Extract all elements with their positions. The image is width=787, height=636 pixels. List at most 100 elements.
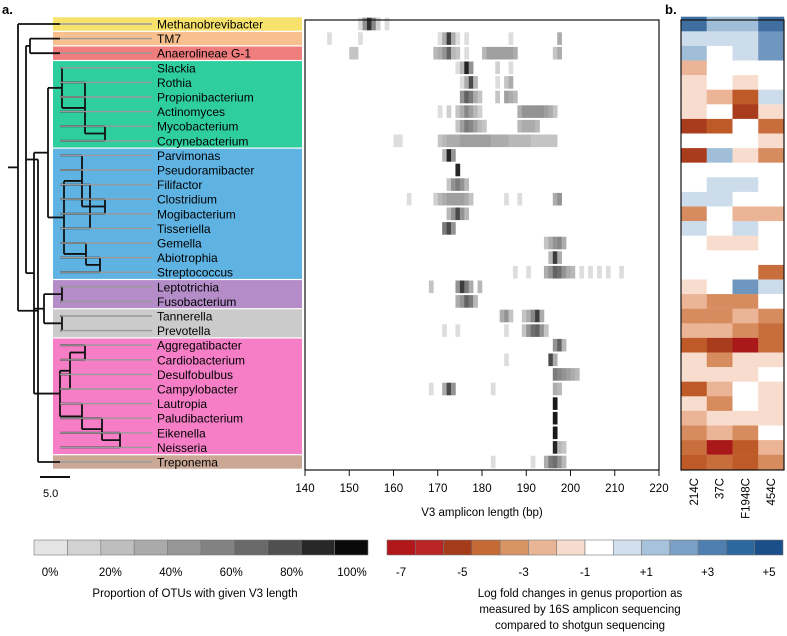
- length-cell: [437, 46, 443, 60]
- length-cell: [464, 90, 470, 104]
- length-cell: [499, 46, 505, 60]
- fold-change-legend-label-line2: measured by 16S amplicon sequencing: [479, 604, 680, 616]
- scale-bar-label: 5.0: [43, 488, 58, 500]
- fold-cell: [681, 454, 707, 470]
- length-cell: [504, 309, 509, 323]
- fold-change-tick-label: -7: [396, 567, 406, 579]
- length-cell: [557, 236, 562, 250]
- length-cell: [561, 236, 567, 250]
- length-cell: [358, 17, 363, 31]
- fold-cell: [732, 31, 759, 47]
- fold-cell: [732, 133, 759, 149]
- length-cell: [455, 295, 461, 308]
- length-cell: [442, 149, 447, 162]
- fold-change-swatch: [471, 539, 501, 556]
- fold-cell: [758, 308, 785, 324]
- fold-cell: [681, 235, 707, 251]
- fold-cell: [758, 264, 785, 280]
- length-cell: [446, 149, 452, 162]
- fold-cell: [758, 206, 785, 222]
- length-cell: [548, 455, 554, 469]
- fold-cell: [706, 89, 733, 105]
- fold-change-legend-label-line3: compared to shotgun sequencing: [495, 620, 665, 632]
- taxon-label: Mycobacterium: [157, 120, 238, 134]
- fold-cell: [706, 148, 733, 163]
- length-cell: [442, 32, 447, 45]
- length-cell: [455, 134, 461, 148]
- fold-cell: [681, 425, 707, 441]
- fold-cell: [681, 264, 707, 280]
- length-cell: [552, 105, 558, 118]
- length-cell: [570, 368, 576, 381]
- taxon-label: Clostridium: [157, 193, 217, 207]
- clade-color-bands: [53, 17, 302, 469]
- fold-cell: [732, 250, 759, 266]
- v3-length-x-axis: 140 150 160 170 180 190 200 210 220: [295, 470, 669, 495]
- length-cell: [455, 119, 461, 133]
- fold-cell: [706, 367, 733, 382]
- panel-label-b: b.: [665, 2, 677, 17]
- length-cell: [459, 280, 465, 294]
- fold-change-swatch: [414, 539, 444, 556]
- fold-cell: [758, 410, 785, 426]
- taxon-label: Slackia: [157, 61, 196, 75]
- length-cell: [530, 324, 536, 337]
- fold-change-tick-label: +5: [762, 567, 775, 579]
- fold-cell: [758, 133, 785, 149]
- length-cell: [468, 105, 474, 118]
- fold-cell: [681, 337, 707, 353]
- fold-cell: [681, 133, 707, 149]
- length-cell: [619, 265, 624, 279]
- length-cell: [455, 280, 461, 294]
- length-cell: [442, 192, 447, 206]
- fold-cell: [758, 148, 785, 163]
- length-cell: [521, 105, 527, 118]
- fold-cell: [758, 250, 785, 266]
- length-cell: [464, 32, 470, 45]
- fold-cell: [732, 45, 759, 61]
- length-cell: [451, 207, 456, 221]
- length-cell: [517, 192, 523, 206]
- x-tick-label: 210: [605, 483, 624, 495]
- fold-cell: [706, 221, 733, 236]
- length-cell: [543, 324, 549, 337]
- x-tick-label: 200: [561, 483, 580, 495]
- fold-cell: [758, 191, 785, 207]
- fold-change-tick-label: +3: [701, 567, 714, 579]
- length-cell: [504, 90, 509, 104]
- fold-cell: [758, 89, 785, 105]
- length-cell: [406, 192, 412, 206]
- length-cell: [490, 134, 496, 148]
- length-cell: [464, 46, 470, 60]
- fold-cell: [732, 104, 759, 120]
- length-cell: [371, 17, 377, 31]
- length-cell: [552, 368, 558, 381]
- length-cell: [455, 32, 461, 45]
- length-cell: [482, 134, 487, 148]
- fold-cell: [732, 352, 759, 368]
- proportion-swatch: [334, 539, 369, 556]
- length-cell: [561, 368, 567, 381]
- fold-cell: [706, 16, 733, 32]
- fold-cell: [732, 221, 759, 236]
- length-cell: [548, 105, 554, 118]
- length-cell: [486, 46, 492, 60]
- length-cell: [473, 76, 478, 89]
- length-cell: [437, 105, 443, 118]
- fold-cell: [732, 148, 759, 163]
- length-cell: [535, 105, 540, 118]
- fold-cell: [758, 16, 785, 32]
- fold-cell: [758, 381, 785, 397]
- length-cell: [512, 90, 518, 104]
- length-cell: [530, 119, 536, 133]
- taxon-label: Abiotrophia: [157, 251, 218, 265]
- fold-change-heatmap-frame: [680, 19, 785, 471]
- taxon-label: Parvimonas: [157, 149, 220, 163]
- length-cell: [468, 280, 474, 294]
- fold-cell: [681, 352, 707, 368]
- length-cell: [362, 17, 368, 31]
- length-cell: [512, 46, 518, 60]
- taxon-label: Leptotrichia: [157, 280, 219, 294]
- proportion-tick-label: 20%: [99, 567, 122, 579]
- fold-cell: [681, 279, 707, 295]
